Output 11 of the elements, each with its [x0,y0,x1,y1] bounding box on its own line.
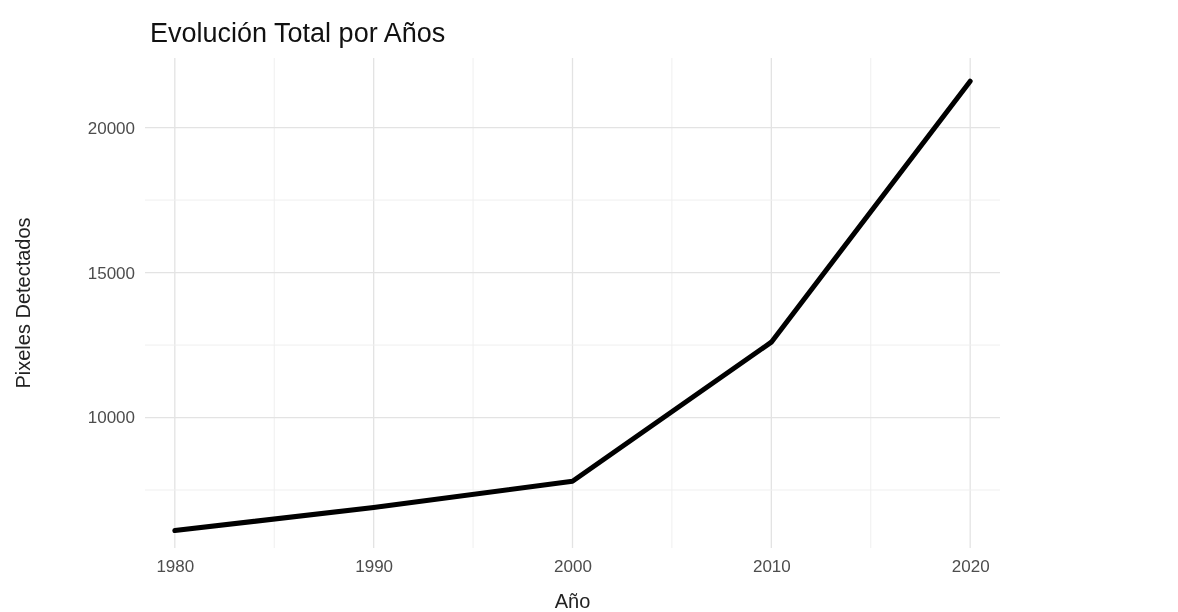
y-tick-label: 20000 [87,118,135,138]
y-tick-label: 15000 [87,263,135,283]
chart-title: Evolución Total por Años [150,18,446,48]
x-axis-title: Año [554,590,591,612]
x-tick-label: 2000 [554,557,592,577]
y-axis-title: Pixeles Detectados [12,217,34,389]
x-tick-label: 1980 [156,557,195,577]
x-tick-label: 1990 [355,557,394,577]
y-tick-label: 10000 [87,408,135,428]
x-tick-label: 2010 [752,557,791,577]
x-tick-label: 2020 [951,557,990,577]
